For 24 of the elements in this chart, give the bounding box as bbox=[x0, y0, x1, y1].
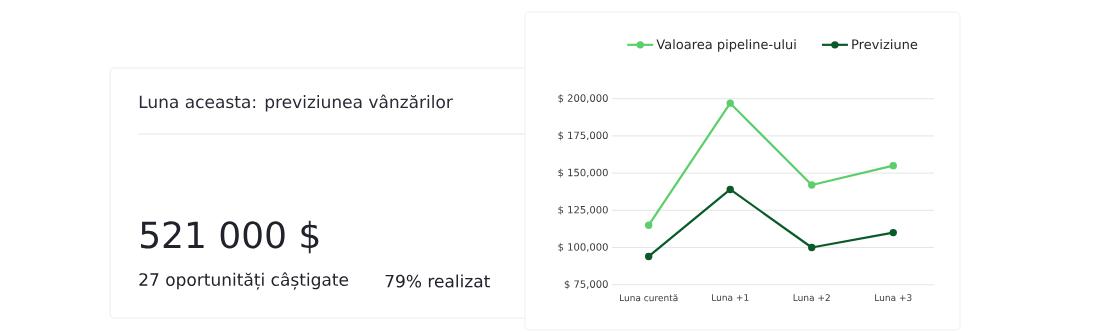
y-tick-label: $ 175,000 bbox=[558, 131, 608, 141]
point bbox=[726, 185, 734, 194]
y-tick-label: $ 200,000 bbox=[558, 94, 608, 104]
legend-label: Valoarea pipeline-ului bbox=[656, 39, 796, 52]
point bbox=[644, 252, 653, 261]
point bbox=[726, 99, 734, 107]
point bbox=[644, 221, 653, 229]
legend-label: Previziune bbox=[852, 39, 918, 50]
point bbox=[889, 161, 897, 170]
y-tick-label: $ 75,000 bbox=[564, 280, 608, 290]
x-tick-label: Luna +2 bbox=[793, 294, 830, 302]
text: 79% realizat bbox=[385, 274, 490, 288]
x-tick-label: Luna +1 bbox=[712, 294, 749, 301]
y-tick-label: $ 125,000 bbox=[558, 205, 608, 215]
text: 521 000 $ bbox=[140, 220, 319, 254]
x-tick-label: Luna curentă bbox=[620, 294, 678, 302]
point bbox=[889, 228, 897, 237]
point bbox=[808, 181, 816, 189]
y-tick-label: $ 150,000 bbox=[558, 168, 608, 178]
text: Luna aceasta: previziunea vânzărilor bbox=[139, 94, 453, 112]
x-tick-label: Luna +3 bbox=[875, 294, 912, 302]
text: 27 oportunități câștigate bbox=[139, 272, 349, 290]
y-tick-label: $ 100,000 bbox=[558, 242, 608, 253]
point bbox=[808, 243, 816, 252]
